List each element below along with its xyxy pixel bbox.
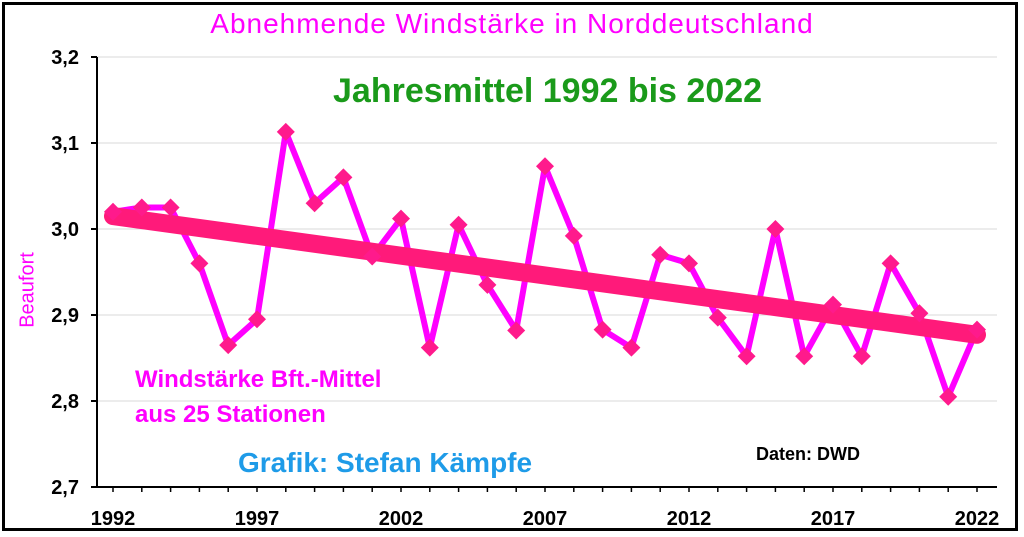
x-tick-label: 2002 (379, 508, 424, 530)
data-point (392, 209, 410, 228)
data-point (449, 215, 468, 234)
data-point (766, 220, 785, 238)
annotation-measure: Windstärke Bft.-Mittel (135, 366, 382, 393)
data-point (910, 304, 929, 323)
y-tick-label: 2,9 (51, 305, 79, 327)
data-point (161, 198, 180, 217)
y-tick-label: 2,7 (51, 477, 79, 499)
x-tick-label: 1997 (235, 508, 280, 530)
y-tick-label: 3,2 (51, 47, 79, 69)
data-point (968, 320, 986, 339)
data-point (708, 308, 727, 327)
x-tick-label: 2012 (667, 508, 712, 530)
trendline-group (104, 207, 986, 344)
trendline (104, 207, 986, 344)
data-point (536, 157, 554, 176)
data-point (795, 347, 814, 366)
data-point (680, 254, 698, 273)
data-point (564, 226, 583, 245)
data-point (363, 247, 382, 266)
y-tick-label: 3,1 (51, 133, 79, 155)
annotation-source: Daten: DWD (756, 444, 860, 464)
y-tick-label: 3,0 (51, 219, 79, 241)
x-tick-label: 2017 (811, 508, 856, 530)
data-point (478, 275, 497, 294)
data-point (248, 310, 266, 329)
markers-group (104, 122, 986, 406)
chart-title: Abnehmende Windstärke in Norddeutschland (210, 8, 814, 39)
data-point (420, 338, 439, 357)
data-point (219, 336, 238, 355)
data-point (507, 321, 526, 340)
data-point (104, 202, 122, 221)
data-point (622, 338, 641, 357)
data-point (593, 320, 612, 339)
data-point (881, 254, 900, 273)
x-tick-labels: 1992 1997 2002 2007 2012 2017 2022 (91, 508, 1000, 530)
axes (91, 56, 997, 492)
annotation-credit: Grafik: Stefan Kämpfe (238, 447, 533, 478)
data-point (651, 245, 670, 264)
y-axis-label: Beaufort (16, 252, 39, 328)
data-point (305, 194, 324, 213)
data-point (276, 122, 295, 141)
chart-frame (2, 2, 1018, 531)
x-tick-label: 1992 (91, 508, 136, 530)
annotation-stations: aus 25 Stationen (135, 401, 326, 428)
y-tick-label: 2,8 (51, 391, 79, 413)
chart-subtitle: Jahresmittel 1992 bis 2022 (333, 72, 763, 110)
data-point (824, 295, 842, 314)
data-point (737, 347, 756, 366)
data-point (132, 198, 151, 217)
x-tick-label: 2022 (955, 508, 1000, 530)
y-tick-labels: 2,7 2,8 2,9 3,0 3,1 3,2 (51, 47, 79, 499)
data-point (852, 347, 871, 366)
data-point (939, 387, 958, 406)
data-point (190, 254, 209, 273)
data-point (334, 168, 353, 187)
x-tick-label: 2007 (523, 508, 568, 530)
